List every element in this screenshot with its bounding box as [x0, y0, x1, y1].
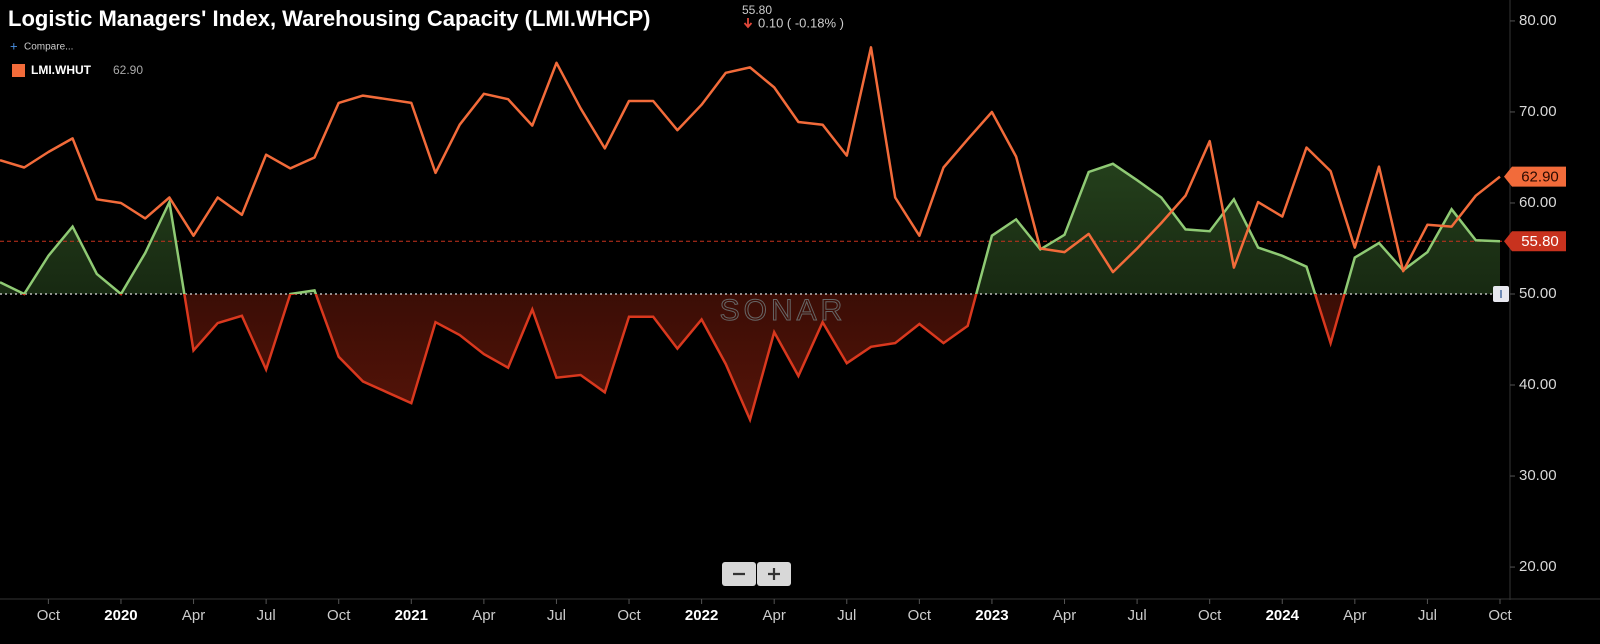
x-tick-label: Jul	[1418, 607, 1437, 624]
x-tick-label: Oct	[37, 607, 61, 624]
x-tick-label: Oct	[1198, 607, 1222, 624]
x-tick-label: 2024	[1266, 607, 1300, 624]
y-tick-label: 60.00	[1519, 194, 1557, 211]
reference-value-tag-box	[1504, 231, 1566, 252]
x-tick-label: Jul	[547, 607, 566, 624]
legend-label: LMI.WHUT	[31, 63, 92, 77]
x-tick-label: Oct	[1488, 607, 1512, 624]
area-negative	[0, 293, 1500, 420]
x-tick-label: 2022	[685, 607, 718, 624]
y-tick-label: 80.00	[1519, 12, 1557, 29]
down-arrow-icon	[743, 18, 753, 29]
series-line-positive	[0, 162, 1501, 294]
x-tick-label: Apr	[182, 607, 205, 624]
x-tick-label: Oct	[617, 607, 641, 624]
legend-swatch	[12, 64, 25, 77]
series-line	[0, 46, 1501, 274]
x-tick-label: Oct	[327, 607, 351, 624]
x-tick-label: 2021	[395, 607, 428, 624]
y-tick-label: 50.00	[1519, 285, 1557, 302]
y-tick-label: 70.00	[1519, 103, 1557, 120]
header-value: 55.80	[742, 3, 772, 17]
zoom-icons	[733, 568, 780, 580]
x-tick-label: 2020	[104, 607, 137, 624]
compare-plus[interactable]: +	[10, 38, 18, 53]
x-tick-label: Apr	[472, 607, 495, 624]
header-change: 0.10 ( -0.18% )	[758, 15, 844, 30]
x-tick-label: Apr	[1343, 607, 1366, 624]
x-tick-label: Apr	[763, 607, 786, 624]
last-value-tag-box	[1504, 166, 1566, 187]
y-tick-label: 30.00	[1519, 467, 1557, 484]
y-tick-label: 20.00	[1519, 558, 1557, 575]
x-tick-label: Apr	[1053, 607, 1076, 624]
x-tick-label: Jul	[1128, 607, 1147, 624]
chart-title: Logistic Managers' Index, Warehousing Ca…	[8, 6, 651, 31]
plot-area	[0, 46, 1510, 424]
x-tick-label: Jul	[257, 607, 276, 624]
x-tick-label: 2023	[975, 607, 1008, 624]
series-line-negative	[21, 293, 1346, 424]
legend-value: 62.90	[113, 63, 143, 77]
last-value-tag: 62.90	[1521, 169, 1559, 186]
zoom-controls	[722, 562, 791, 586]
y-tick-label: 40.00	[1519, 376, 1557, 393]
watermark: SONAR	[720, 294, 847, 327]
x-tick-label: Oct	[908, 607, 932, 624]
x-tick-label: Jul	[837, 607, 856, 624]
reference-value-tag: 55.80	[1521, 233, 1559, 250]
compare-button[interactable]: Compare...	[24, 42, 73, 53]
